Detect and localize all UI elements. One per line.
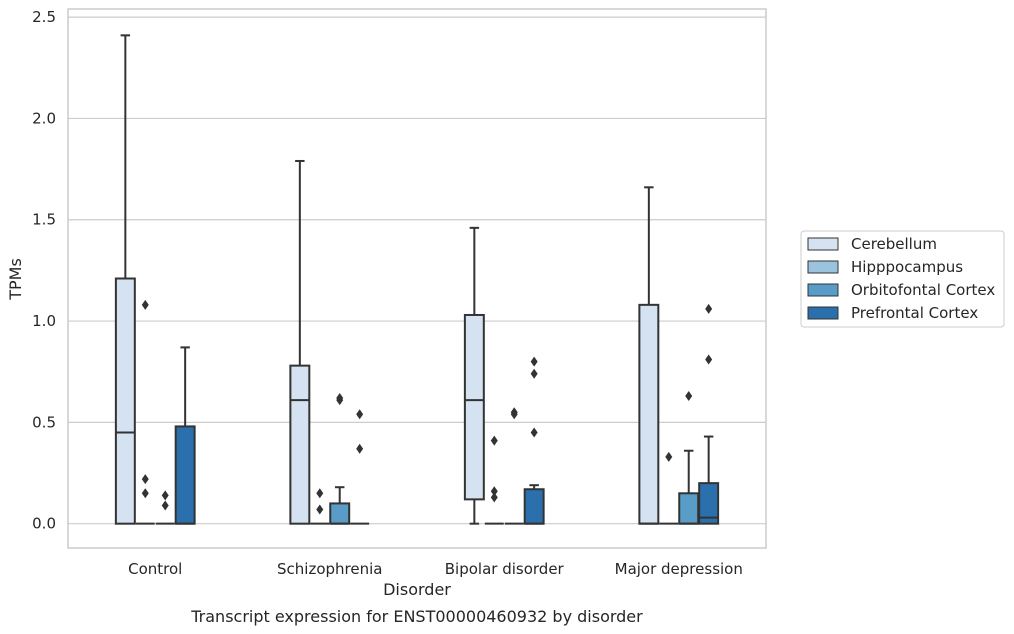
box-hipppocampus <box>484 435 504 525</box>
outlier-point <box>141 488 149 499</box>
outlier-point <box>316 488 324 499</box>
outlier-point <box>490 486 498 497</box>
outlier-point <box>161 490 169 501</box>
x-tick-label: Schizophrenia <box>277 560 382 578</box>
outlier-point <box>490 435 498 446</box>
box-orbitofontal-cortex <box>504 407 524 525</box>
outlier-point <box>530 368 538 379</box>
box-cerebellum <box>463 226 485 525</box>
box-body <box>114 277 136 525</box>
legend-swatch <box>807 260 839 274</box>
outlier-point <box>356 443 364 454</box>
x-tick-labels: Control Schizophrenia Bipolar disorder Majo… <box>128 560 743 578</box>
y-tick-label: 0.0 <box>32 515 56 533</box>
outlier-point <box>665 451 673 462</box>
outlier-point <box>141 299 149 310</box>
legend-label: Cerebellum <box>851 235 937 253</box>
gridlines <box>68 16 766 525</box>
outlier-point <box>316 504 324 515</box>
y-tick-label: 2.0 <box>32 109 56 127</box>
plot-frame <box>67 8 767 549</box>
box-orbitofontal-cortex <box>329 393 351 525</box>
box-body <box>523 488 545 525</box>
box-hipppocampus <box>310 488 330 525</box>
legend: Cerebellum Hipppocampus Orbitofontal Corte… <box>800 230 1005 328</box>
x-tick-label: Control <box>128 560 182 578</box>
box-groups <box>114 34 720 525</box>
x-tick-label: Bipolar disorder <box>445 560 565 578</box>
legend-swatch <box>807 283 839 297</box>
outlier-point <box>510 409 518 420</box>
outlier-point <box>490 492 498 503</box>
box-body <box>698 482 720 525</box>
x-axis-label: Disorder <box>383 580 451 599</box>
box-cerebellum <box>114 34 136 525</box>
box-body <box>329 502 351 525</box>
box-hipppocampus <box>659 451 679 525</box>
box-body <box>174 425 196 525</box>
outlier-point <box>336 395 344 406</box>
legend-swatch <box>807 237 839 251</box>
box-prefrontal-cortex <box>698 303 720 525</box>
box-cerebellum <box>638 186 660 525</box>
outlier-point <box>705 303 713 314</box>
box-prefrontal-cortex <box>350 409 370 525</box>
box-body <box>289 364 311 525</box>
box-hipppocampus <box>135 299 155 525</box>
outlier-point <box>705 354 713 365</box>
y-tick-labels: 0.0 0.5 1.0 1.5 2.0 2.5 <box>32 8 56 533</box>
box-prefrontal-cortex <box>523 356 545 525</box>
box-body <box>678 492 700 525</box>
y-tick-label: 2.5 <box>32 8 56 26</box>
legend-label: Orbitofontal Cortex <box>851 281 995 299</box>
outlier-point <box>161 500 169 511</box>
box-orbitofontal-cortex <box>155 490 175 525</box>
legend-label: Prefrontal Cortex <box>851 304 978 322</box>
outlier-point <box>530 356 538 367</box>
y-tick-label: 1.5 <box>32 211 56 229</box>
y-axis-label: TPMs <box>6 258 25 301</box>
box-orbitofontal-cortex <box>678 391 700 525</box>
outlier-point <box>685 391 693 402</box>
y-tick-label: 0.5 <box>32 413 56 431</box>
outlier-point <box>356 409 364 420</box>
outlier-point <box>530 427 538 438</box>
box-prefrontal-cortex <box>174 346 196 525</box>
legend-label: Hipppocampus <box>851 258 963 276</box>
chart-caption: Transcript expression for ENST0000046093… <box>190 607 643 626</box>
box-cerebellum <box>289 159 311 525</box>
y-tick-label: 1.0 <box>32 312 56 330</box>
legend-frame <box>800 230 1005 328</box>
box-body <box>463 313 485 501</box>
box-body <box>638 303 660 525</box>
x-tick-label: Major depression <box>615 560 743 578</box>
legend-swatch <box>807 306 839 320</box>
outlier-point <box>141 474 149 485</box>
